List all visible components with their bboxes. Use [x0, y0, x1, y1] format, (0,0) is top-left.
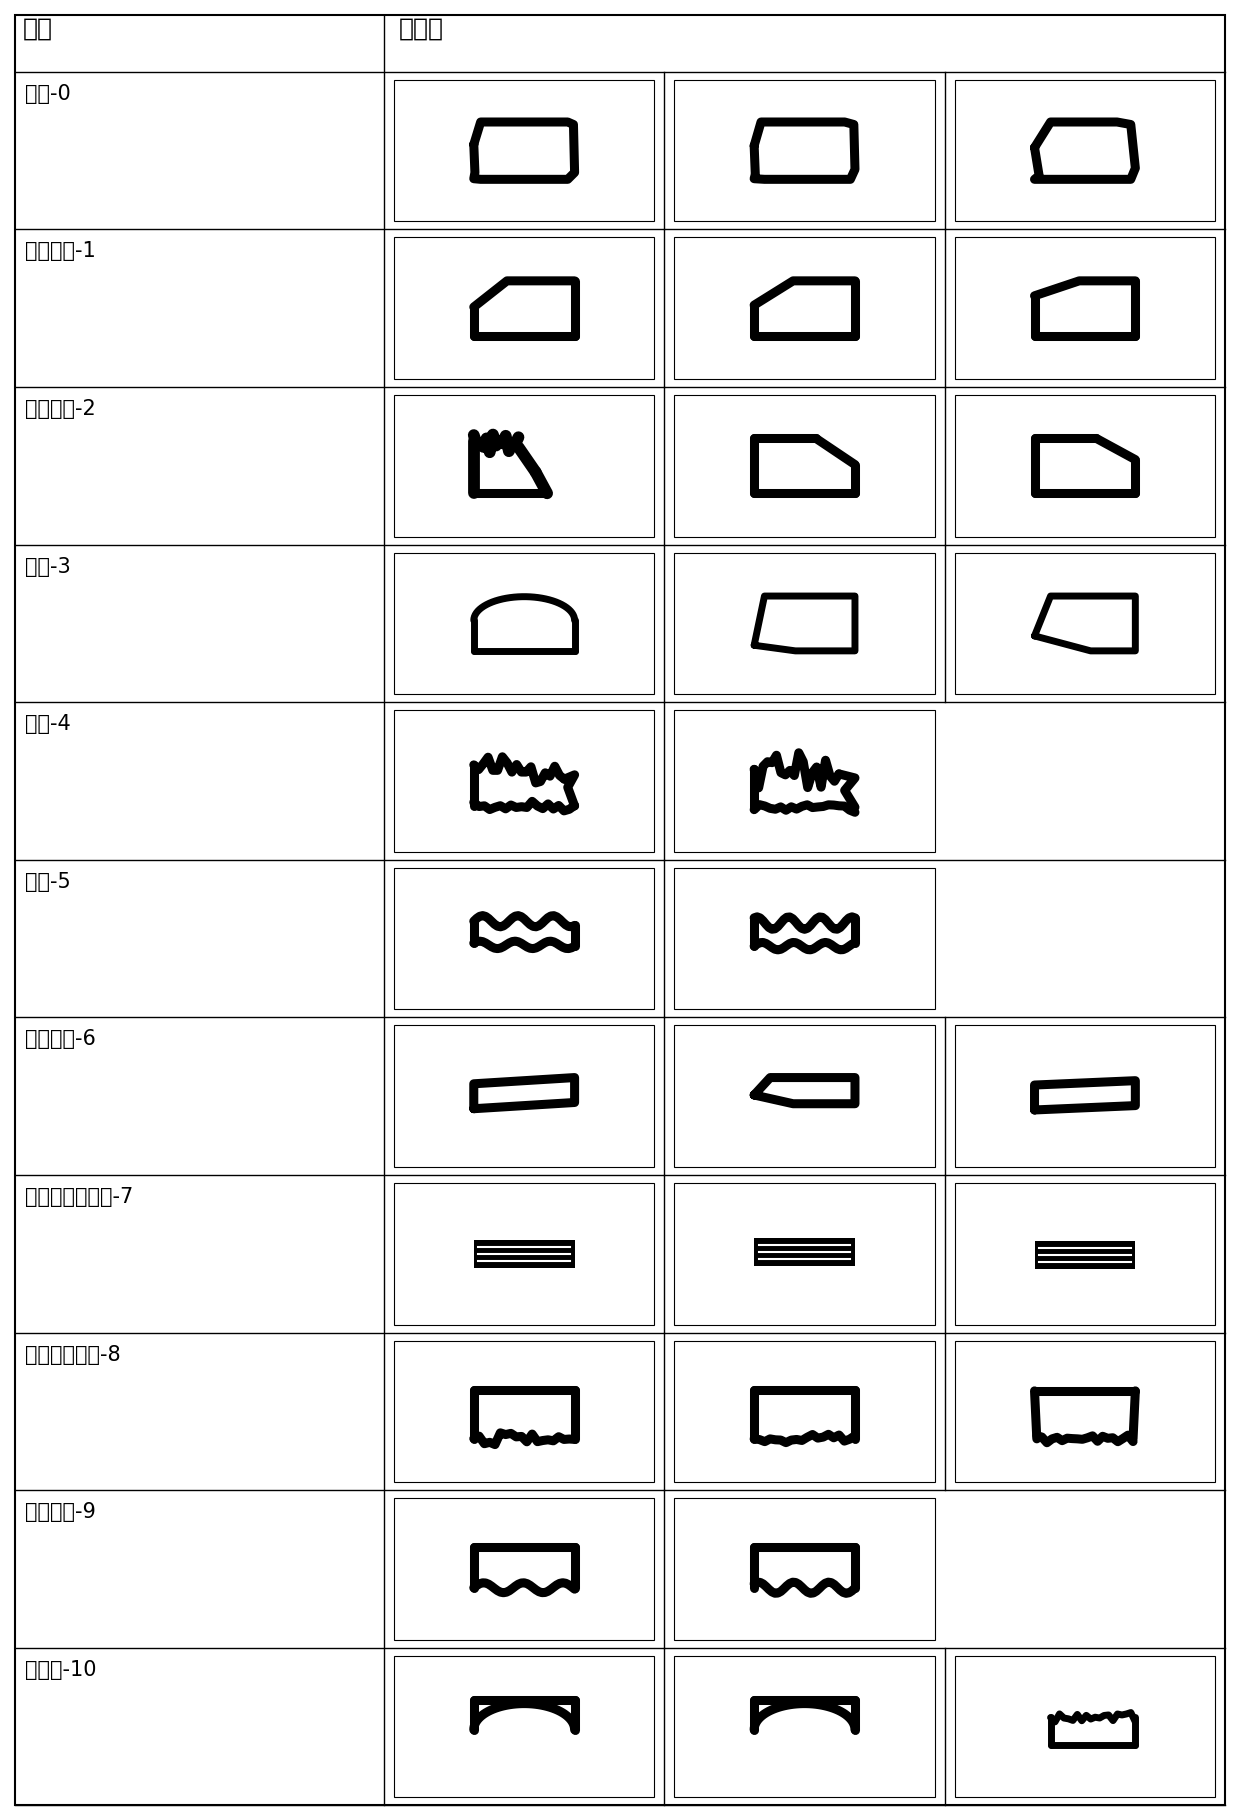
Bar	[955, 395, 1215, 537]
Bar	[394, 395, 655, 537]
Text: 活塞脱出工作筒-7: 活塞脱出工作筒-7	[25, 1187, 133, 1207]
Text: 示功图: 示功图	[399, 16, 444, 40]
Bar	[675, 1183, 935, 1325]
Bar	[675, 1656, 935, 1798]
Bar	[394, 1025, 655, 1167]
Bar	[474, 1239, 574, 1267]
Bar	[394, 80, 655, 222]
Bar	[394, 237, 655, 379]
Bar	[955, 1183, 1215, 1325]
Bar	[675, 1498, 935, 1640]
Bar	[754, 1238, 854, 1265]
Text: 出沙-4: 出沙-4	[25, 713, 71, 733]
Bar	[394, 1183, 655, 1325]
Bar	[394, 1341, 655, 1481]
Bar	[675, 395, 935, 537]
Bar	[955, 80, 1215, 222]
Text: 工况: 工况	[22, 16, 53, 40]
Bar	[394, 1498, 655, 1640]
Text: 惯性载荷-6: 惯性载荷-6	[25, 1030, 95, 1050]
Text: 活塞下行碰泵-8: 活塞下行碰泵-8	[25, 1345, 120, 1365]
Bar	[675, 868, 935, 1010]
Bar	[955, 1656, 1215, 1798]
Bar	[675, 710, 935, 852]
Bar	[394, 868, 655, 1010]
Bar	[1034, 1241, 1136, 1269]
Bar	[955, 1025, 1215, 1167]
Text: 漏失-3: 漏失-3	[25, 557, 71, 577]
Bar	[675, 1341, 935, 1481]
Text: 供液不足-2: 供液不足-2	[25, 399, 95, 419]
Bar	[394, 553, 655, 693]
Text: 油井结蜡-9: 油井结蜡-9	[25, 1502, 95, 1522]
Bar	[394, 710, 655, 852]
Text: 带噴井-10: 带噴井-10	[25, 1660, 97, 1680]
Bar	[675, 553, 935, 693]
Text: 正常-0: 正常-0	[25, 84, 71, 104]
Bar	[675, 80, 935, 222]
Bar	[675, 1025, 935, 1167]
Text: 蜡卡-5: 蜡卡-5	[25, 872, 71, 892]
Bar	[675, 237, 935, 379]
Bar	[955, 553, 1215, 693]
Bar	[394, 1656, 655, 1798]
Bar	[955, 237, 1215, 379]
Bar	[955, 1341, 1215, 1481]
Text: 气体影响-1: 气体影响-1	[25, 242, 95, 262]
